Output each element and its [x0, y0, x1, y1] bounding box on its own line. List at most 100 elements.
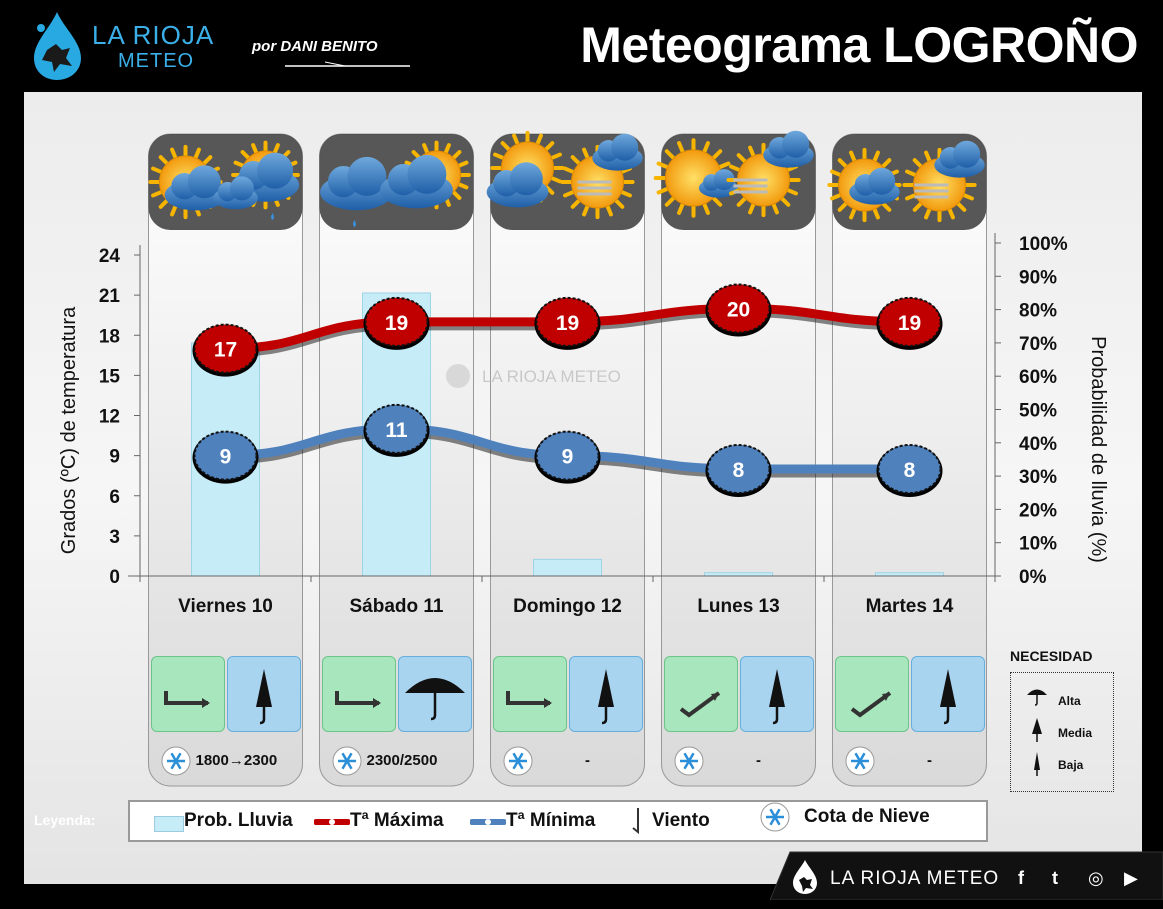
need-box [910, 656, 985, 732]
necesidad-legend-box [1010, 672, 1114, 792]
data-point [877, 444, 942, 494]
necesidad-media-label: Media [1058, 726, 1093, 740]
snow-level-text: - [585, 752, 590, 769]
data-point [364, 296, 429, 347]
legend-wind-icon [632, 808, 639, 835]
author-signature: por DANI BENITO [252, 38, 378, 55]
data-label: 19 [385, 312, 408, 335]
data-label: 19 [556, 312, 579, 335]
need-box [739, 656, 814, 732]
wind-box [321, 656, 396, 732]
umbrella-closed-icon [768, 669, 785, 725]
umbrella-closed-icon [1034, 752, 1040, 776]
y-tick-label: 21 [99, 286, 121, 307]
rain-bar [533, 558, 602, 577]
necesidad-baja-label: Baja [1058, 758, 1084, 772]
wind-east-arrow-icon [505, 691, 552, 708]
day-label: Viernes 10 [178, 596, 273, 617]
necesidad-title: NECESIDAD [1010, 648, 1093, 664]
watermark-text: LA RIOJA METEO [482, 367, 621, 386]
header: LA RIOJA METEO por DANI BENITO Meteogram… [0, 0, 1163, 90]
data-label: 9 [562, 446, 574, 469]
cloud-icon [320, 156, 393, 211]
cloud-icon [592, 133, 643, 171]
y-tick-label: 3 [109, 527, 120, 548]
y-right-tick-label: 40% [1019, 434, 1057, 455]
day-label: Sábado 11 [349, 596, 444, 617]
data-label: 8 [733, 459, 745, 482]
weather-icons [148, 130, 985, 227]
youtube-icon[interactable]: ▶ [1124, 868, 1138, 888]
data-label: 8 [904, 459, 916, 482]
umbrella-open-icon [1027, 689, 1047, 706]
legend-tmax-label: Tª Máxima [350, 810, 444, 831]
y-right-tick-label: 20% [1019, 500, 1057, 521]
wind-box [834, 656, 909, 732]
data-point [193, 323, 258, 374]
wind-east-arrow-icon [334, 691, 381, 708]
cloud-icon [763, 130, 814, 168]
logo-line2: METEO [118, 50, 195, 72]
data-point [364, 403, 429, 454]
snow-level-text: 2300/2500 [366, 752, 438, 769]
data-point [193, 430, 258, 481]
data-label: 11 [385, 419, 408, 442]
y-right-tick-label: 60% [1019, 367, 1057, 388]
cloud-icon [380, 154, 453, 209]
y-tick-label: 24 [99, 246, 121, 267]
legend-tmax-swatch [314, 819, 350, 825]
y-right-tick-label: 50% [1019, 401, 1057, 422]
y-right-tick-label: 100% [1019, 234, 1068, 255]
facebook-icon[interactable]: f [1018, 868, 1024, 888]
y-axis-title: Grados (ºC) de temperatura [58, 306, 80, 554]
footer-logo-icon [793, 860, 817, 894]
data-label: 19 [898, 312, 921, 335]
snowflake-icon [332, 746, 361, 776]
y-right-tick-label: 90% [1019, 267, 1057, 288]
wind-east-arrow-icon [163, 691, 210, 708]
logo-line1: LA RIOJA [92, 20, 215, 50]
day-label: Domingo 12 [513, 596, 622, 617]
y-right-tick-label: 0% [1019, 567, 1047, 588]
instagram-icon[interactable]: ◎ [1088, 868, 1104, 888]
day-label: Martes 14 [865, 596, 954, 617]
data-label: 20 [727, 299, 750, 322]
y-tick-label: 9 [109, 447, 120, 468]
data-label: 17 [214, 339, 237, 362]
y-right-axis-title: Probabilidad de lluvia (%) [1087, 336, 1109, 563]
cloud-icon [164, 165, 227, 211]
snow-level-text: - [927, 752, 932, 769]
wind-northeast-arrow-icon [679, 691, 720, 718]
data-point [535, 430, 600, 481]
axes: 0 3 6 9 12 15 18 21 24 0% 10% 20% 30% 40% 50% 60% 70% 80%… [58, 233, 1109, 588]
need-box [226, 656, 301, 732]
y-right-tick-label: 30% [1019, 467, 1057, 488]
cloud-icon [934, 140, 985, 178]
necesidad-alta-label: Alta [1058, 694, 1081, 708]
cloud-icon [213, 176, 258, 210]
footer-band [770, 851, 1163, 900]
legend-snow-label: Cota de Nieve [804, 806, 930, 827]
watermark: LA RIOJA METEO [446, 364, 621, 388]
data-point [877, 296, 942, 347]
umbrella-closed-icon [939, 669, 956, 725]
y-tick-label: 18 [99, 326, 120, 347]
cloud-icon [849, 167, 900, 205]
twitter-icon[interactable]: t [1052, 868, 1058, 888]
y-tick-label: 12 [99, 407, 120, 428]
cloud-icon [698, 169, 739, 198]
wind-box [150, 656, 225, 732]
y-tick-label: 15 [99, 366, 121, 387]
day-label: Lunes 13 [697, 596, 780, 617]
data-point [535, 296, 600, 347]
cloud-icon [486, 162, 549, 208]
wind-box [663, 656, 738, 732]
legend-tmin-swatch [470, 819, 506, 825]
y-tick-label: 0 [109, 567, 120, 588]
legend-box [128, 800, 988, 842]
umbrella-closed-icon [597, 669, 614, 725]
page-title: Meteograma LOGROÑO [580, 17, 1138, 73]
snow-level-text: - [756, 752, 761, 769]
legend-tmin-label: Tª Mínima [506, 810, 596, 831]
